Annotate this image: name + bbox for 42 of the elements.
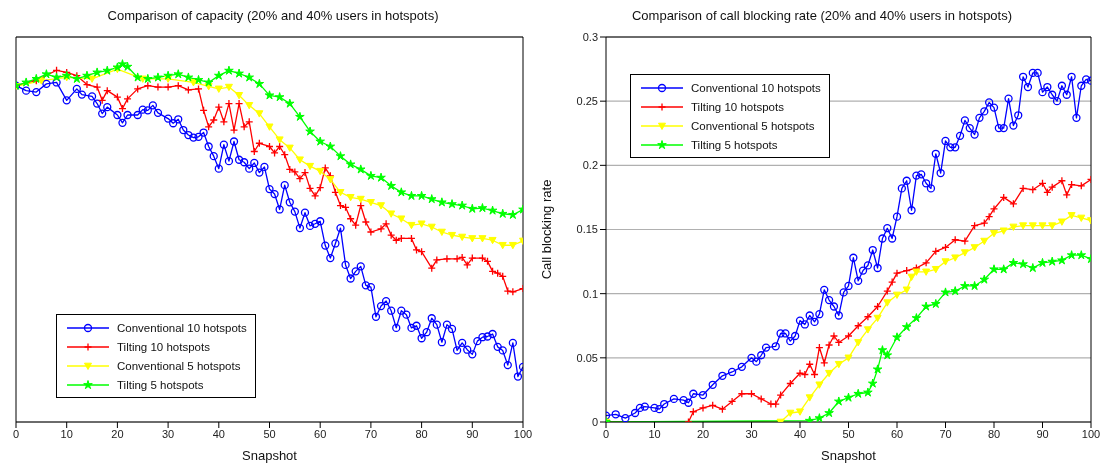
legend-label: Conventional 5 hotspots [691, 119, 815, 132]
chart-title: Comparison of capacity (20% and 40% users in hotspots) [107, 8, 439, 25]
x-tick-label: 70 [364, 427, 378, 440]
x-tick-label: 100 [513, 427, 533, 440]
x-tick-label: 20 [111, 427, 124, 440]
legend-label: Tilting 10 hotspots [691, 100, 784, 113]
x-tick-label: 70 [939, 427, 952, 440]
x-tick-label: 80 [987, 427, 1001, 440]
y-tick-label: 0.25 [576, 95, 598, 108]
x-axis-title: Snapshot [821, 448, 877, 463]
y-tick-label: 0.3 [582, 30, 598, 43]
legend-label: Conventional 10 hotspots [691, 81, 821, 94]
x-tick-label: 0 [12, 427, 20, 440]
x-tick-label: 90 [466, 427, 479, 440]
y-tick-label: 0 [591, 415, 598, 428]
y-tick-label: 0.1 [582, 287, 598, 300]
legend-label: Conventional 10 hotspots [117, 321, 247, 334]
x-tick-label: 90 [1036, 427, 1049, 440]
x-tick-label: 40 [212, 427, 225, 440]
x-tick-label: 60 [314, 427, 327, 440]
y-tick-label: 0.05 [576, 351, 598, 364]
chart-title: Comparison of call blocking rate (20% and 40% users in hotspots) [631, 8, 1013, 25]
x-tick-label: 0 [602, 427, 610, 440]
legend-label: Tilting 10 hotspots [117, 340, 210, 353]
y-tick-label: 0.15 [576, 223, 598, 236]
x-tick-label: 10 [648, 427, 661, 440]
x-tick-label: 20 [696, 427, 710, 440]
x-tick-label: 30 [745, 427, 758, 440]
x-tick-label: 30 [161, 427, 175, 440]
legend-label: Tilting 5 hotspots [691, 138, 778, 151]
x-tick-label: 60 [890, 427, 904, 440]
x-tick-label: 10 [60, 427, 73, 440]
x-tick-label: 80 [415, 427, 428, 440]
x-tick-label: 100 [1081, 427, 1101, 440]
y-axis-title: Call blocking rate [538, 179, 554, 280]
y-tick-label: 0.2 [582, 159, 598, 172]
legend-label: Conventional 5 hotspots [117, 359, 241, 372]
x-axis-title: Snapshot [242, 448, 298, 463]
x-tick-label: 50 [842, 427, 855, 440]
legend-label: Tilting 5 hotspots [117, 378, 204, 391]
x-tick-label: 40 [793, 427, 807, 440]
x-tick-label: 50 [263, 427, 276, 440]
